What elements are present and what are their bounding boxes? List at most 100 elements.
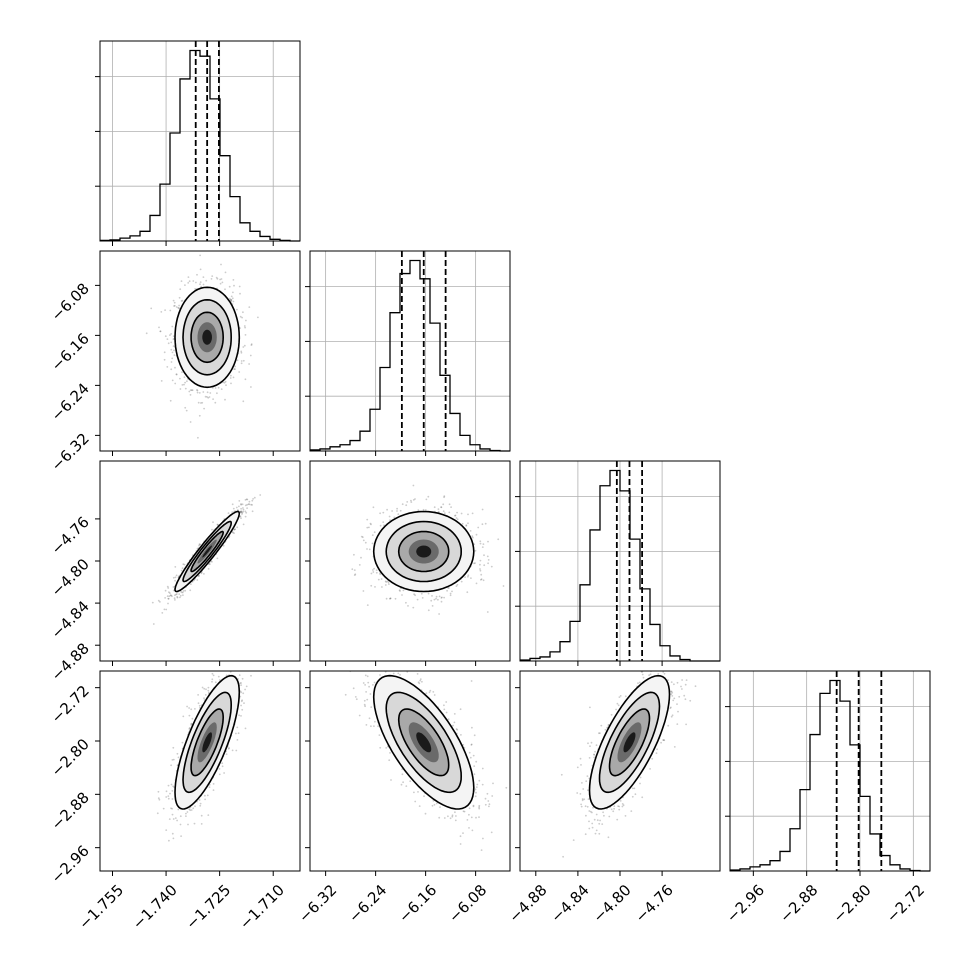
sample-point: [172, 345, 175, 347]
sample-point: [170, 783, 173, 786]
sample-point: [391, 510, 393, 512]
sample-point: [474, 549, 477, 552]
sample-point: [467, 574, 470, 577]
sample-point: [250, 386, 252, 388]
sample-point: [366, 604, 369, 606]
sample-point: [253, 496, 256, 499]
sample-point: [502, 585, 505, 587]
sample-point: [442, 503, 445, 506]
sample-point: [189, 394, 192, 396]
sample-point: [157, 797, 160, 800]
panel-frame: [309, 250, 511, 452]
sample-point: [181, 567, 184, 570]
sample-point: [198, 799, 201, 801]
sample-point: [211, 387, 214, 389]
sample-point: [190, 809, 193, 811]
sample-point: [234, 528, 237, 531]
sample-point: [242, 523, 245, 526]
sample-point: [374, 586, 376, 588]
sample-point: [192, 807, 195, 810]
sample-point: [382, 521, 385, 523]
sample-point: [185, 815, 187, 817]
sample-point: [393, 516, 396, 519]
sample-point: [164, 597, 167, 599]
sample-point: [216, 557, 219, 560]
sample-point: [173, 349, 175, 352]
sample-point: [243, 325, 246, 327]
sample-point: [186, 811, 189, 813]
sample-point: [441, 596, 443, 599]
sample-point: [193, 822, 196, 825]
sample-point: [385, 581, 388, 583]
sample-point: [235, 749, 238, 752]
sample-point: [244, 326, 247, 329]
sample-point: [225, 753, 228, 756]
sample-point: [454, 514, 456, 517]
sample-point: [412, 499, 415, 501]
sample-point: [176, 819, 179, 822]
sample-point: [221, 765, 224, 768]
sample-point: [248, 503, 251, 506]
sample-point: [240, 682, 243, 684]
sample-point: [437, 508, 440, 510]
contour-line: [372, 510, 475, 593]
sample-point: [480, 578, 482, 581]
sample-point: [172, 335, 175, 338]
sample-point: [174, 366, 176, 369]
sample-point: [471, 536, 474, 539]
sample-point: [242, 311, 244, 314]
sample-point: [180, 280, 183, 282]
sample-point: [171, 813, 174, 816]
sample-point: [229, 299, 232, 302]
sample-point: [420, 592, 423, 595]
sample-point: [466, 591, 469, 594]
sample-point: [483, 554, 485, 557]
sample-point: [250, 674, 252, 677]
panel-content: [151, 494, 262, 625]
sample-point: [174, 576, 177, 579]
sample-point: [172, 837, 175, 840]
sample-point: [477, 526, 480, 529]
sample-point: [449, 594, 452, 597]
sample-point: [204, 395, 207, 398]
sample-point: [203, 697, 205, 700]
sample-point: [446, 589, 448, 592]
sample-point: [179, 594, 182, 597]
sample-point: [220, 263, 222, 266]
sample-point: [165, 608, 168, 611]
sample-point: [173, 305, 175, 307]
sample-point: [373, 567, 375, 570]
sample-point: [186, 705, 189, 708]
sample-point: [199, 802, 202, 805]
sample-point: [241, 513, 243, 515]
sample-point: [389, 597, 392, 600]
sample-point: [164, 309, 167, 311]
sample-point: [469, 530, 472, 532]
sample-point: [228, 663, 230, 665]
sample-point: [470, 577, 472, 579]
sample-point: [242, 400, 245, 403]
sample-point: [362, 539, 365, 542]
sample-point: [248, 500, 251, 503]
sample-point: [152, 623, 155, 625]
sample-point: [194, 288, 197, 290]
sample-point: [188, 808, 191, 811]
sample-point: [172, 338, 175, 341]
sample-point: [220, 388, 223, 390]
sample-point: [366, 526, 369, 529]
sample-point: [250, 343, 253, 346]
sample-point: [224, 380, 227, 383]
sample-point: [169, 399, 172, 402]
sample-point: [211, 275, 214, 277]
sample-point: [201, 401, 204, 404]
sample-point: [233, 368, 236, 370]
sample-point: [386, 508, 388, 511]
sample-point: [373, 531, 376, 534]
sample-point: [196, 579, 199, 581]
sample-point: [223, 381, 226, 384]
sample-point: [414, 594, 416, 597]
sample-point: [248, 306, 251, 308]
sample-point: [240, 715, 242, 717]
sample-point: [173, 301, 176, 304]
sample-point: [158, 326, 160, 329]
